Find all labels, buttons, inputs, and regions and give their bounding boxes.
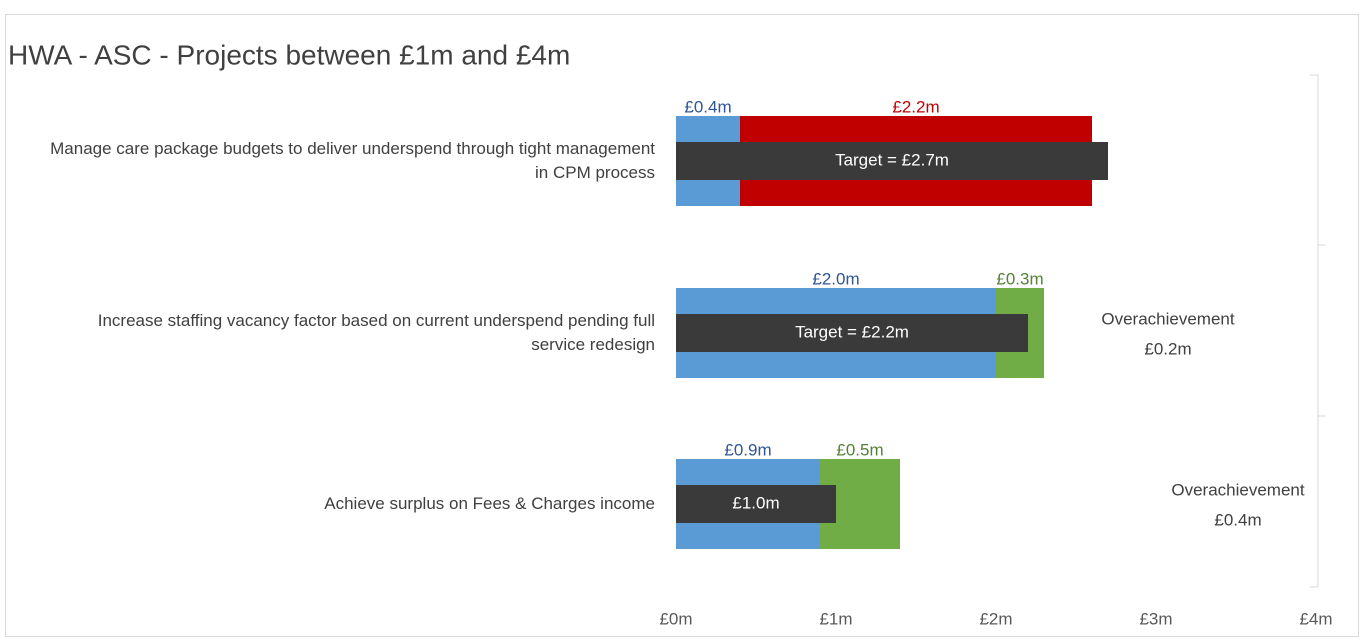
target-bar [676,142,1108,180]
category-label: Increase staffing vacancy factor based o… [97,311,655,354]
x-tick-label: £0m [659,609,692,628]
value-label: £0.4m [684,97,731,116]
target-bar [676,314,1028,352]
annotation: £0.4m [1214,510,1261,529]
annotation: £0.2m [1144,339,1191,358]
value-label: £2.0m [812,269,859,288]
x-tick-label: £3m [1139,609,1172,628]
value-label: £0.3m [996,269,1043,288]
secondary-axis [1310,74,1326,588]
annotation: Overachievement [1171,480,1305,499]
value-label: £0.9m [724,440,771,459]
target-label: Target = £2.7m [835,150,949,169]
category-label: Manage care package budgets to deliver u… [50,139,655,182]
x-tick-label: £2m [979,609,1012,628]
x-tick-label: £4m [1299,609,1332,628]
value-label: £2.2m [892,97,939,116]
target-label: Target = £2.2m [795,322,909,341]
value-label: £0.5m [836,440,883,459]
annotation: Overachievement [1101,309,1235,328]
target-label: £1.0m [732,493,779,512]
target-bar [676,485,836,523]
chart-title: HWA - ASC - Projects between £1m and £4m [8,39,570,70]
x-tick-label: £1m [819,609,852,628]
category-label: Achieve surplus on Fees & Charges income [324,494,655,513]
